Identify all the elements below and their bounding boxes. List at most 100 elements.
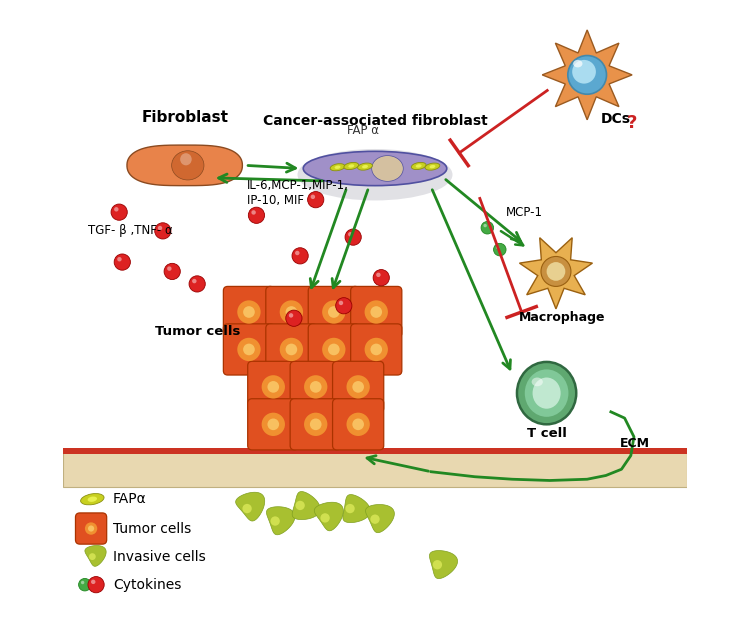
Ellipse shape [328, 344, 340, 355]
Ellipse shape [80, 494, 104, 505]
Ellipse shape [348, 164, 354, 168]
Ellipse shape [114, 207, 118, 212]
FancyBboxPatch shape [332, 361, 384, 412]
Text: Macrophage: Macrophage [519, 311, 605, 324]
Ellipse shape [547, 262, 566, 281]
Ellipse shape [243, 306, 255, 318]
FancyBboxPatch shape [308, 324, 359, 375]
Ellipse shape [79, 578, 91, 591]
Ellipse shape [192, 279, 196, 283]
Text: DCs: DCs [601, 112, 631, 126]
Text: ECM: ECM [620, 437, 650, 449]
Ellipse shape [295, 251, 299, 255]
Text: Tumor cells: Tumor cells [113, 522, 191, 535]
Polygon shape [85, 545, 106, 567]
Bar [63, 451, 687, 487]
Ellipse shape [352, 381, 364, 392]
Ellipse shape [416, 164, 422, 168]
Ellipse shape [280, 300, 303, 324]
Ellipse shape [532, 378, 561, 409]
Ellipse shape [310, 381, 322, 392]
Ellipse shape [568, 56, 607, 94]
Ellipse shape [268, 381, 279, 392]
Ellipse shape [180, 154, 192, 165]
Ellipse shape [370, 514, 380, 524]
Ellipse shape [286, 306, 297, 318]
Ellipse shape [339, 301, 344, 305]
Text: Cytokines: Cytokines [113, 578, 182, 592]
Text: FAPα: FAPα [113, 492, 147, 506]
Ellipse shape [114, 254, 130, 270]
Ellipse shape [289, 313, 293, 318]
Ellipse shape [430, 165, 435, 168]
Ellipse shape [91, 580, 95, 584]
Ellipse shape [172, 151, 204, 180]
Ellipse shape [167, 266, 172, 271]
Ellipse shape [330, 163, 345, 171]
Ellipse shape [364, 338, 388, 361]
Ellipse shape [85, 522, 98, 535]
Ellipse shape [372, 155, 404, 182]
Text: IL-6,MCP-1,MIP-1,
IP-10, MIF: IL-6,MCP-1,MIP-1, IP-10, MIF [247, 180, 349, 207]
Polygon shape [236, 492, 265, 521]
Ellipse shape [362, 165, 368, 168]
FancyBboxPatch shape [224, 286, 274, 338]
Polygon shape [430, 550, 457, 578]
Ellipse shape [364, 300, 388, 324]
Ellipse shape [298, 149, 452, 200]
Ellipse shape [517, 362, 576, 424]
Ellipse shape [286, 310, 302, 326]
Ellipse shape [346, 375, 370, 399]
Ellipse shape [88, 497, 97, 502]
Ellipse shape [344, 162, 358, 170]
Ellipse shape [411, 162, 426, 170]
Ellipse shape [189, 276, 206, 292]
FancyBboxPatch shape [308, 286, 359, 338]
Ellipse shape [88, 525, 94, 532]
Ellipse shape [481, 222, 494, 234]
FancyBboxPatch shape [224, 324, 274, 375]
Ellipse shape [494, 243, 506, 256]
Ellipse shape [271, 517, 280, 525]
Polygon shape [127, 145, 242, 185]
Ellipse shape [370, 344, 382, 355]
Text: MCP-1: MCP-1 [506, 206, 543, 218]
Text: ?: ? [626, 114, 637, 132]
Ellipse shape [370, 306, 382, 318]
FancyBboxPatch shape [248, 361, 298, 412]
Ellipse shape [374, 270, 389, 286]
Bar [63, 448, 687, 454]
Polygon shape [520, 238, 593, 309]
Ellipse shape [304, 412, 328, 436]
Ellipse shape [164, 263, 180, 280]
Ellipse shape [320, 513, 330, 523]
FancyBboxPatch shape [351, 286, 402, 338]
Ellipse shape [310, 195, 315, 199]
FancyBboxPatch shape [266, 286, 317, 338]
Text: TGF- β ,TNF- α: TGF- β ,TNF- α [88, 225, 172, 237]
Ellipse shape [322, 338, 346, 361]
FancyBboxPatch shape [248, 399, 298, 450]
Ellipse shape [541, 256, 571, 286]
Ellipse shape [352, 419, 364, 430]
Ellipse shape [525, 369, 568, 417]
Ellipse shape [348, 232, 352, 236]
FancyBboxPatch shape [332, 399, 384, 450]
Ellipse shape [345, 504, 355, 513]
Polygon shape [343, 495, 370, 523]
Polygon shape [314, 502, 344, 531]
Text: Cancer-associated fibroblast: Cancer-associated fibroblast [262, 114, 488, 128]
Polygon shape [365, 505, 394, 533]
Ellipse shape [376, 273, 381, 277]
Text: FAP α: FAP α [346, 124, 379, 137]
Ellipse shape [280, 338, 303, 361]
FancyBboxPatch shape [76, 513, 106, 544]
Ellipse shape [572, 60, 596, 84]
Ellipse shape [573, 60, 583, 67]
Text: Invasive cells: Invasive cells [113, 550, 206, 563]
Ellipse shape [328, 306, 340, 318]
Ellipse shape [308, 192, 324, 208]
Ellipse shape [292, 248, 308, 264]
Ellipse shape [496, 246, 500, 249]
Ellipse shape [345, 229, 362, 245]
